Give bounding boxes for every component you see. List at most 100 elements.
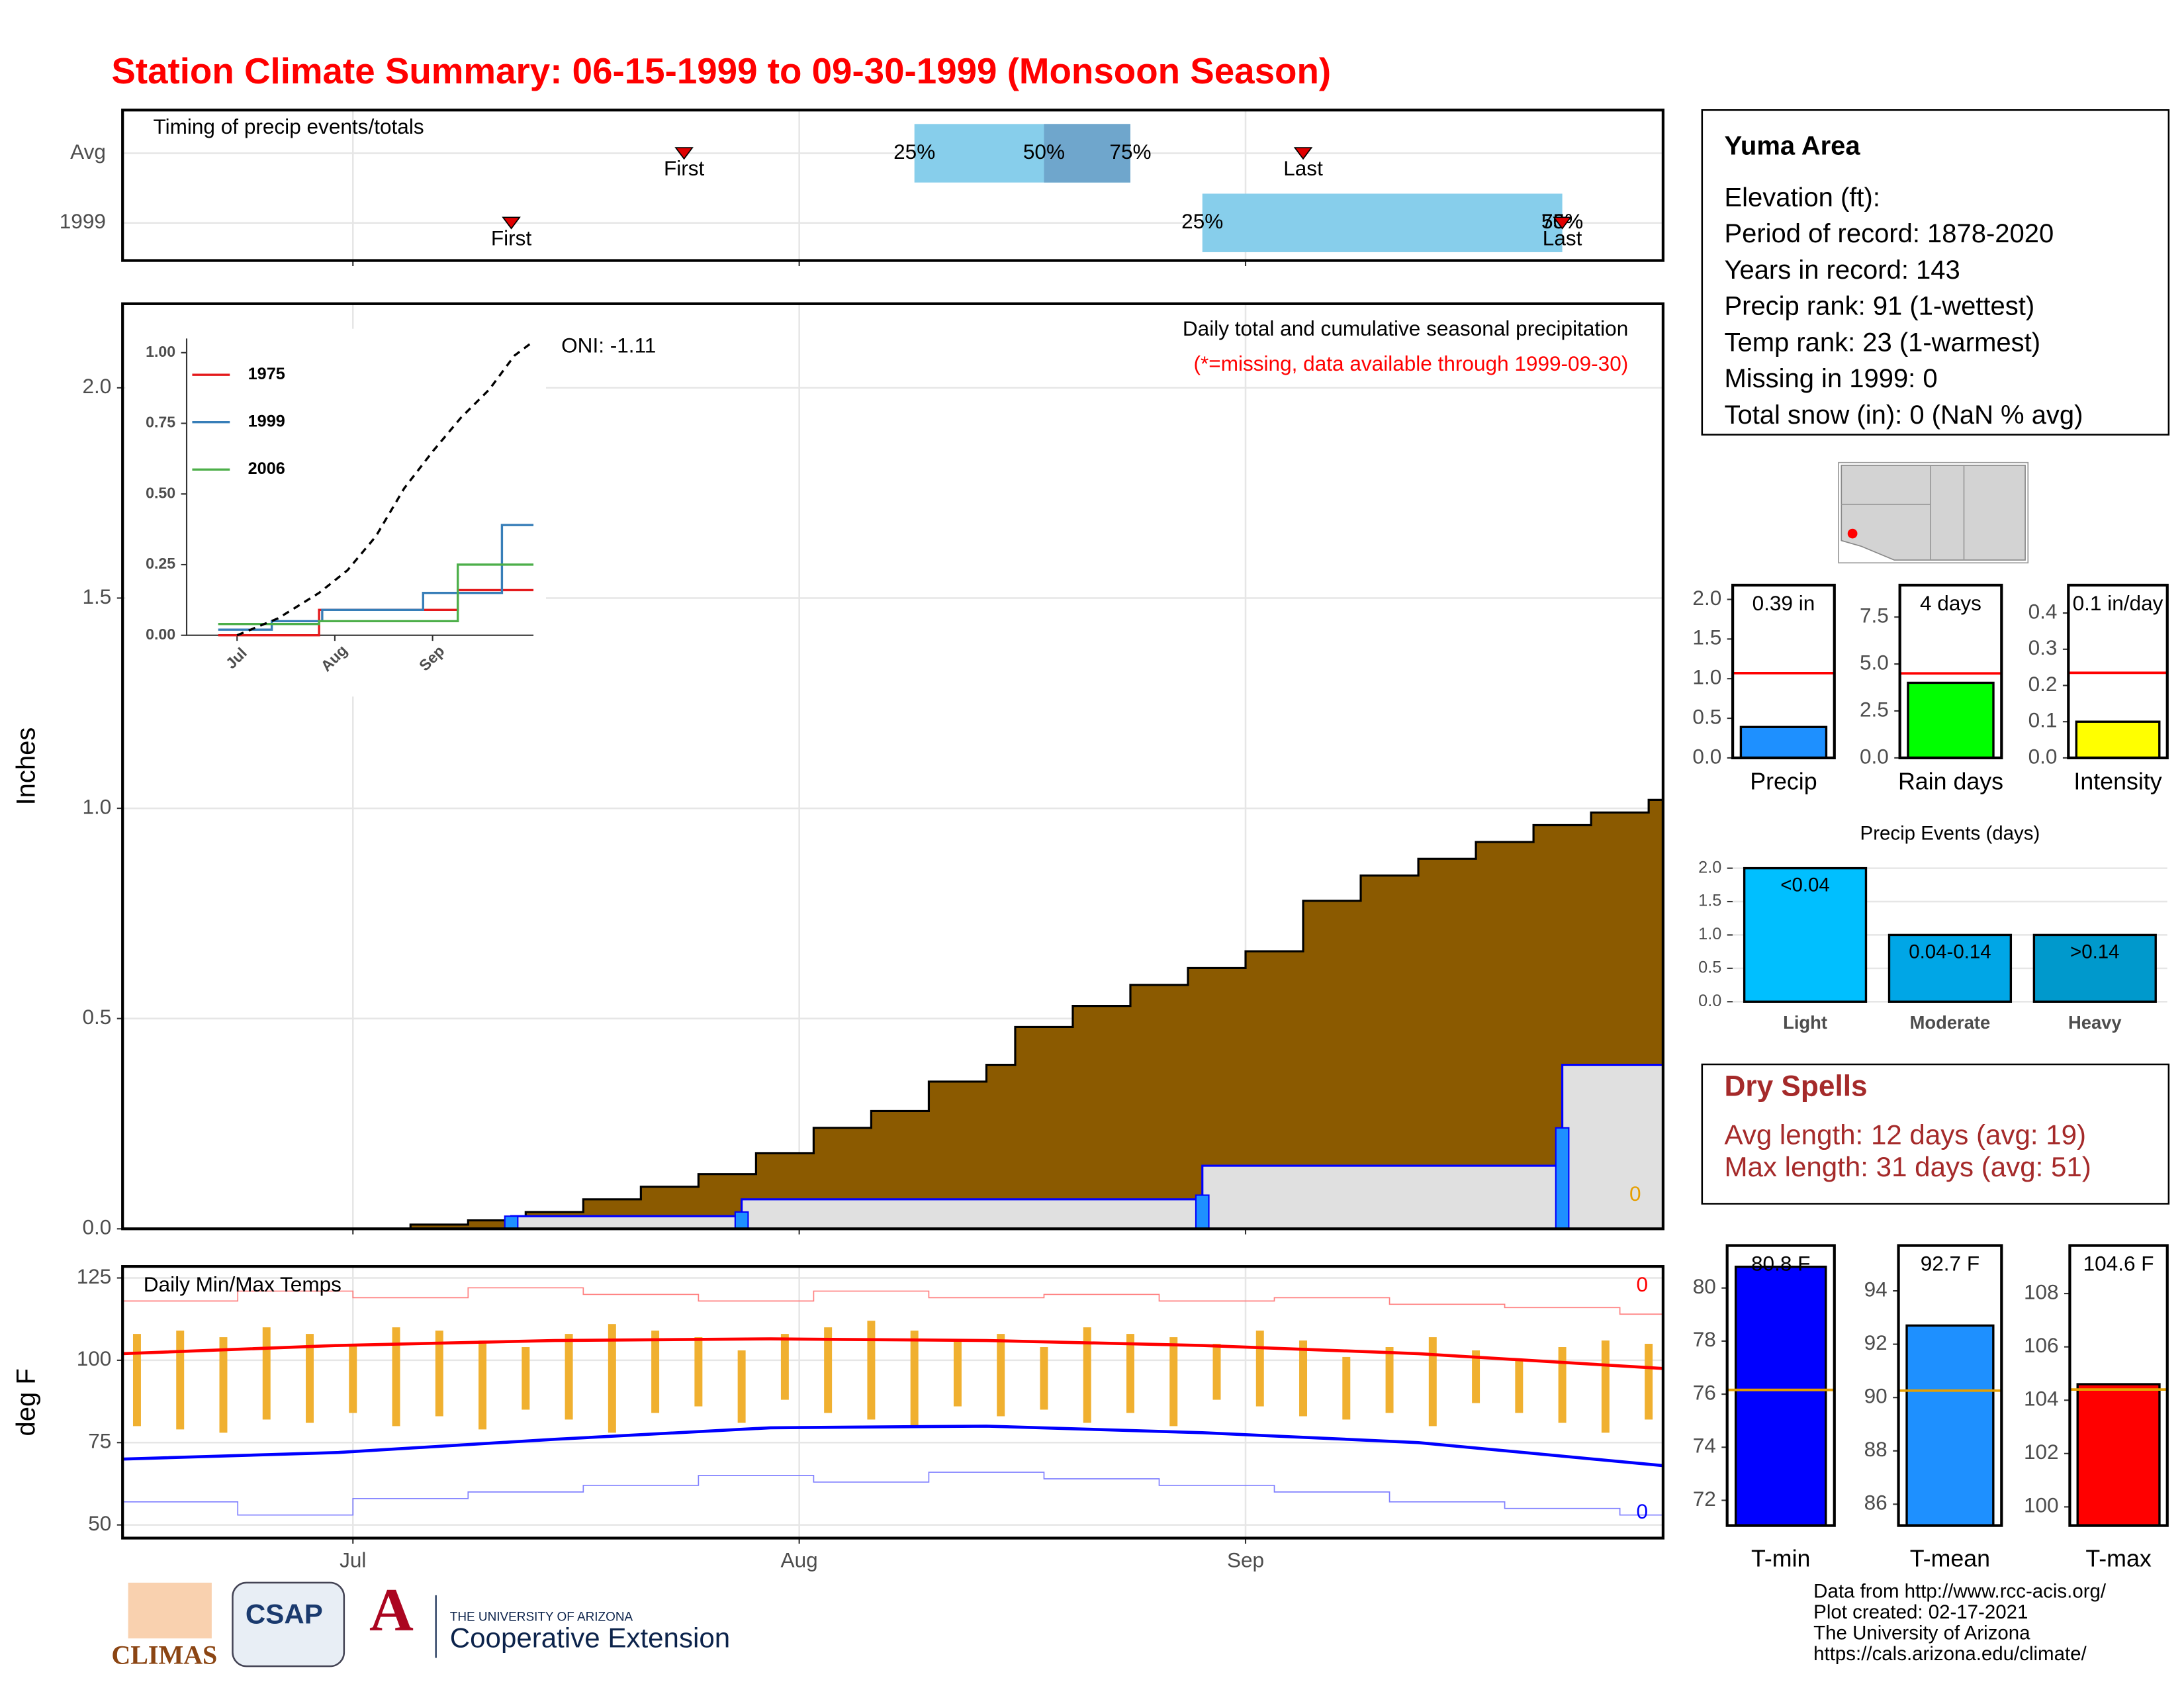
y-tick-label: 0.50: [146, 484, 175, 501]
plot-frame: [121, 302, 1664, 1231]
panel-title: Timing of precip events/totals: [154, 115, 424, 138]
row-label: Avg: [70, 140, 106, 164]
daily-range-bar: [565, 1334, 573, 1420]
daily-range-bar: [1645, 1344, 1653, 1420]
daily-range-bar: [306, 1334, 314, 1423]
bar: [2076, 1383, 2161, 1527]
axis-line: [185, 338, 534, 636]
y-tick-label: 1.5: [1698, 892, 1721, 910]
y-tick-label: 100: [2024, 1493, 2059, 1517]
logo-text: CSAP: [246, 1599, 323, 1630]
plot-background: [122, 1266, 1663, 1538]
info-line: Period of record: 1878-2020: [1724, 219, 2054, 248]
dry-spell-line: Max length: 31 days (avg: 51): [1724, 1151, 2091, 1182]
map-land: [1841, 465, 2026, 561]
csap-mark: [232, 1581, 345, 1667]
y-axis-label: Inches: [12, 727, 41, 806]
missing-count: 0: [1629, 1182, 1641, 1205]
daily-range-bar: [219, 1337, 228, 1433]
daily-range-bar: [1472, 1350, 1480, 1403]
daily-range-bar: [780, 1334, 789, 1400]
y-tick-label: 100: [77, 1346, 112, 1370]
missing-min: 0: [1637, 1499, 1649, 1523]
category-label: Moderate: [1910, 1012, 1991, 1033]
value-label: 4 days: [1920, 591, 1981, 615]
value-label: 104.6 F: [2083, 1251, 2154, 1275]
avg-max-line: [122, 1337, 1664, 1370]
quartile-box: [1202, 193, 1563, 252]
daily-bar: [734, 1211, 749, 1230]
avg-min-line: [122, 1425, 1664, 1468]
y-tick-label: 2.5: [1860, 697, 1889, 721]
credit-line: Data from http://www.rcc-acis.org/: [1813, 1580, 2107, 1602]
value-label: 0.39 in: [1752, 591, 1815, 615]
dry-spells-box: [1701, 1063, 2170, 1205]
daily-range-bar: [737, 1350, 746, 1423]
info-line: Total snow (in): 0 (NaN % avg): [1724, 400, 2083, 430]
bar: [1905, 1324, 1995, 1527]
daily-range-bar: [694, 1337, 703, 1407]
category-label: T-mean: [1910, 1546, 1990, 1572]
daily-range-bar: [262, 1327, 271, 1420]
y-tick-label: 74: [1693, 1434, 1716, 1458]
y-tick-label: 0.0: [1692, 744, 1721, 768]
daily-bar: [504, 1215, 519, 1230]
daily-range-bar: [1428, 1337, 1437, 1427]
credits: Data from http://www.rcc-acis.org/Plot c…: [1813, 1580, 2107, 1665]
y-tick-label: 1.0: [1698, 925, 1721, 943]
y-tick-label: 5.0: [1860, 650, 1889, 674]
oni-annotation: ONI: -1.11: [561, 333, 656, 357]
daily-range-bar: [435, 1331, 443, 1417]
daily-range-bar: [132, 1334, 141, 1427]
charts: Avg25%50%75%FirstLast199925%50%75%FirstL…: [12, 109, 2169, 1572]
y-tick-label: 50: [88, 1511, 111, 1535]
y-tick-label: 0.5: [83, 1005, 112, 1029]
quartile-inner: [1044, 124, 1130, 183]
y-tick-label: 90: [1864, 1384, 1888, 1408]
plot-frame: [1897, 1244, 2003, 1527]
y-tick-label: 80: [1693, 1274, 1716, 1298]
plot-frame: [1731, 583, 1836, 760]
credit-line: https://cals.arizona.edu/climate/: [1813, 1643, 2087, 1665]
ua-mark: A: [369, 1576, 414, 1644]
category-label: Rain days: [1898, 768, 2003, 794]
category-label: Light: [1783, 1012, 1827, 1033]
bar: [2032, 933, 2157, 1003]
y-tick-label: 0.75: [146, 414, 175, 431]
bar: [2075, 720, 2161, 759]
x-tick-label: Aug: [781, 1548, 818, 1572]
plot-frame: [1898, 583, 2003, 760]
info-line: Precip rank: 91 (1-wettest): [1724, 292, 2034, 321]
page-title: Station Climate Summary: 06-15-1999 to 0…: [111, 50, 1331, 91]
info-lines: Elevation (ft): Period of record: 1878-20…: [1724, 183, 2083, 430]
logo-text: CLIMAS: [111, 1640, 217, 1670]
y-tick-label: 88: [1864, 1437, 1888, 1461]
event-marker: [1293, 147, 1313, 160]
category-label: T-min: [1751, 1546, 1810, 1572]
legend-label: 2006: [248, 459, 285, 478]
daily-range-bar: [1212, 1344, 1221, 1400]
value-label: 92.7 F: [1921, 1251, 1979, 1275]
value-label: 0.1 in/day: [2073, 591, 2163, 615]
y-tick-label: 92: [1864, 1331, 1888, 1354]
record-min-line: [122, 1472, 1664, 1522]
y-tick-label: 125: [77, 1264, 112, 1288]
daily-range-bar: [1601, 1340, 1610, 1433]
plot-frame: [2068, 1244, 2169, 1527]
locator-map: [1838, 461, 2029, 564]
y-tick-label: 2.0: [83, 374, 112, 398]
y-tick-label: 86: [1864, 1491, 1888, 1515]
x-tick-label: Sep: [1227, 1548, 1264, 1572]
y-tick-label: 0.00: [146, 626, 175, 643]
season-cumulative: [510, 1063, 1664, 1229]
plot-frame: [2067, 583, 2169, 760]
legend-label: 1999: [248, 412, 285, 430]
y-tick-label: 2.0: [1692, 586, 1721, 610]
y-tick-label: 2.0: [1698, 858, 1721, 876]
bar: [1739, 726, 1828, 759]
panel-title: Precip Events (days): [1860, 822, 2040, 844]
y-tick-label: 72: [1693, 1487, 1716, 1511]
range-label: 0.04-0.14: [1909, 941, 1991, 963]
quartile-label: 75%: [1109, 140, 1151, 164]
